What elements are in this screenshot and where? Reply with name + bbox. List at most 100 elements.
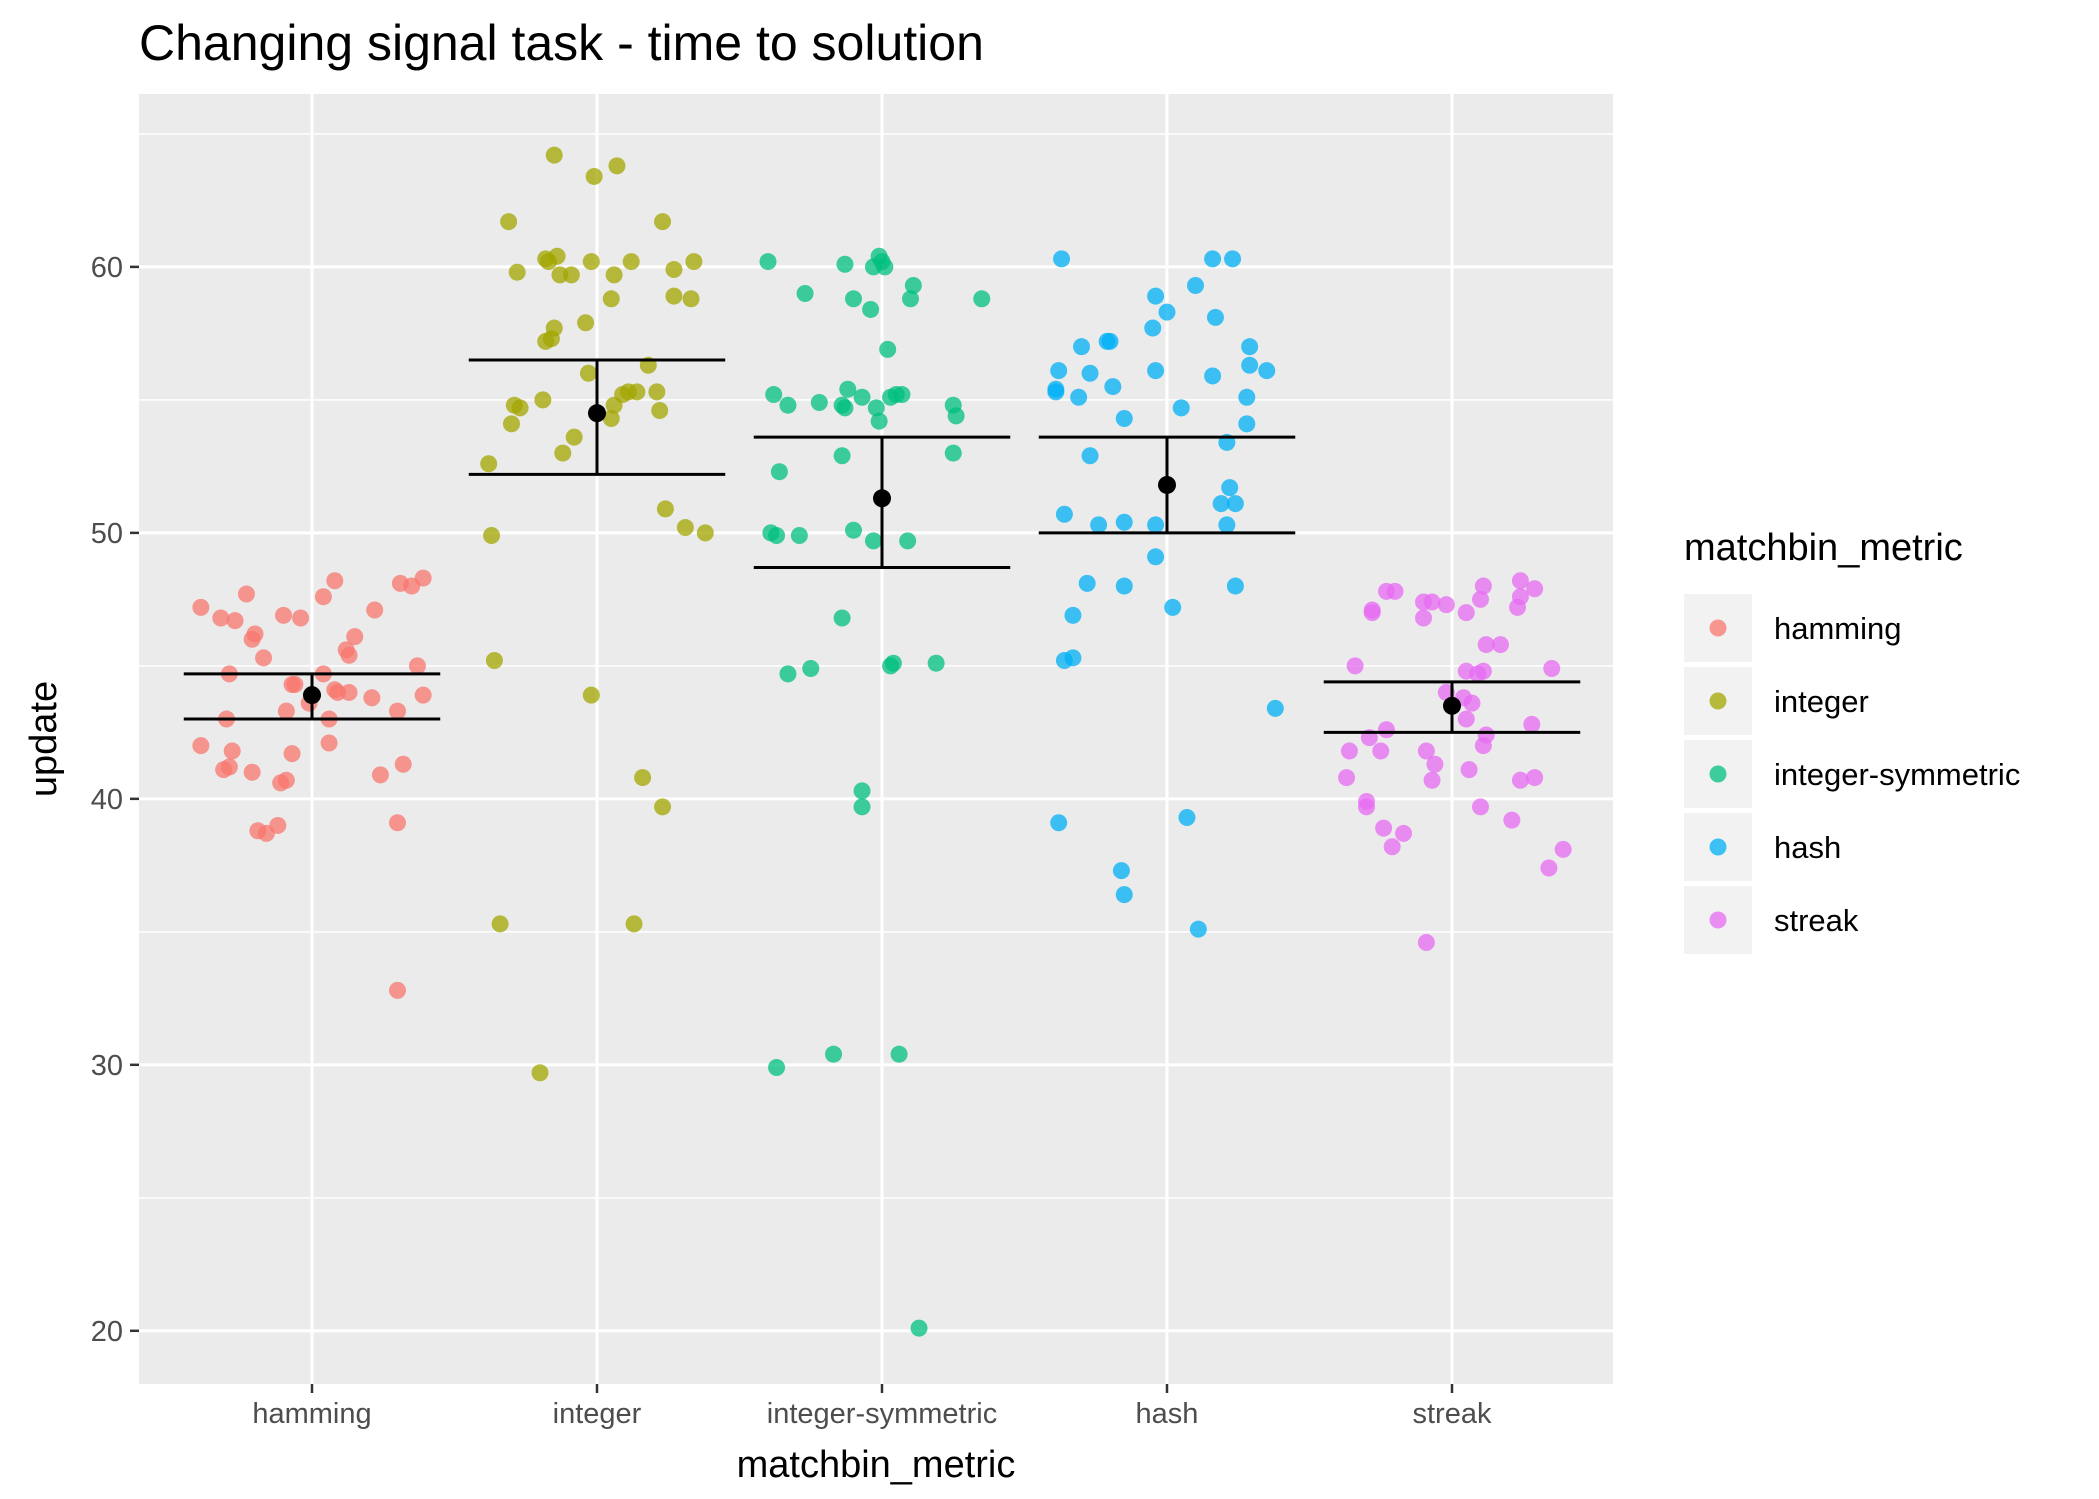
data-point xyxy=(582,253,600,271)
legend-entry: integer-symmetric xyxy=(1774,757,2020,792)
mean-point xyxy=(588,404,606,423)
data-point xyxy=(1164,598,1182,616)
data-point xyxy=(836,255,854,273)
data-point xyxy=(1543,660,1561,678)
data-point xyxy=(480,455,498,473)
data-point xyxy=(582,686,600,704)
data-point xyxy=(366,601,384,619)
data-point xyxy=(1147,362,1165,380)
data-point xyxy=(243,763,261,781)
data-point xyxy=(1338,769,1356,787)
data-point xyxy=(879,340,897,358)
data-point xyxy=(1178,808,1196,826)
data-point xyxy=(1115,409,1133,427)
data-point xyxy=(904,277,922,295)
data-point xyxy=(1415,609,1432,627)
data-point xyxy=(554,444,572,462)
data-point xyxy=(853,782,871,800)
data-point xyxy=(1477,636,1495,654)
data-point xyxy=(685,253,703,271)
data-point xyxy=(1523,715,1541,733)
data-point xyxy=(548,247,566,265)
data-point xyxy=(853,798,871,816)
data-point xyxy=(833,447,851,465)
data-point xyxy=(1064,606,1082,624)
data-point xyxy=(485,652,503,670)
data-point xyxy=(483,527,501,545)
data-point xyxy=(602,409,620,427)
data-point xyxy=(414,686,432,704)
data-point xyxy=(833,609,851,627)
data-point xyxy=(927,654,945,672)
data-point xyxy=(1090,516,1108,534)
data-point xyxy=(565,428,583,446)
data-point xyxy=(226,612,244,630)
data-point xyxy=(1212,495,1230,513)
data-point xyxy=(534,391,552,409)
data-point xyxy=(545,319,563,337)
data-point xyxy=(269,816,287,834)
data-point xyxy=(1457,710,1475,728)
data-point xyxy=(1115,577,1133,595)
data-point xyxy=(1221,479,1239,497)
x-tick-label: hash xyxy=(1136,1398,1199,1430)
data-point xyxy=(389,702,406,720)
y-axis-title: update xyxy=(23,681,65,797)
x-axis-title: matchbin_metric xyxy=(737,1444,1016,1486)
data-point xyxy=(1218,516,1236,534)
data-point xyxy=(1383,838,1401,856)
data-point xyxy=(1053,250,1071,268)
data-point xyxy=(779,396,797,414)
data-point xyxy=(1115,886,1133,904)
data-point xyxy=(1395,824,1413,842)
data-point xyxy=(1226,577,1244,595)
data-point xyxy=(1206,308,1224,326)
plot-panel xyxy=(139,94,1613,1384)
data-point xyxy=(1363,601,1381,619)
data-point xyxy=(845,521,862,539)
data-point xyxy=(212,609,230,627)
data-point xyxy=(275,606,292,624)
data-point xyxy=(1189,920,1207,938)
data-point xyxy=(1417,742,1435,760)
data-point xyxy=(1554,840,1572,858)
data-point xyxy=(1474,737,1492,755)
data-point xyxy=(864,532,882,550)
data-point xyxy=(1472,798,1489,816)
data-point xyxy=(845,290,862,308)
data-point xyxy=(1144,319,1162,337)
data-point xyxy=(654,213,672,231)
data-point xyxy=(1238,388,1256,406)
data-point xyxy=(1437,596,1455,614)
data-point xyxy=(1511,572,1529,590)
data-point xyxy=(676,519,694,537)
data-point xyxy=(796,284,814,302)
data-marks xyxy=(192,146,1572,1337)
data-point xyxy=(255,649,273,667)
data-point xyxy=(1064,649,1082,667)
legend-entry: hamming xyxy=(1774,611,1902,646)
data-point xyxy=(876,258,894,276)
data-point xyxy=(696,524,714,542)
data-point xyxy=(910,1319,928,1337)
legend-entry: integer xyxy=(1774,684,1869,719)
data-point xyxy=(870,412,888,430)
legend-swatch xyxy=(1709,765,1727,783)
data-point xyxy=(1172,399,1190,417)
data-point xyxy=(759,253,777,271)
y-tick-label: 50 xyxy=(91,518,123,550)
data-point xyxy=(656,500,674,518)
data-point xyxy=(902,290,919,308)
data-point xyxy=(1078,574,1096,592)
data-point xyxy=(283,745,301,763)
mean-point xyxy=(873,489,891,508)
data-point xyxy=(768,527,786,545)
data-point xyxy=(314,588,332,606)
mean-point xyxy=(1158,475,1176,494)
data-point xyxy=(1526,580,1544,598)
data-point xyxy=(1081,364,1099,382)
data-point xyxy=(1375,819,1393,837)
data-point xyxy=(1047,383,1065,401)
data-point xyxy=(1187,277,1204,295)
